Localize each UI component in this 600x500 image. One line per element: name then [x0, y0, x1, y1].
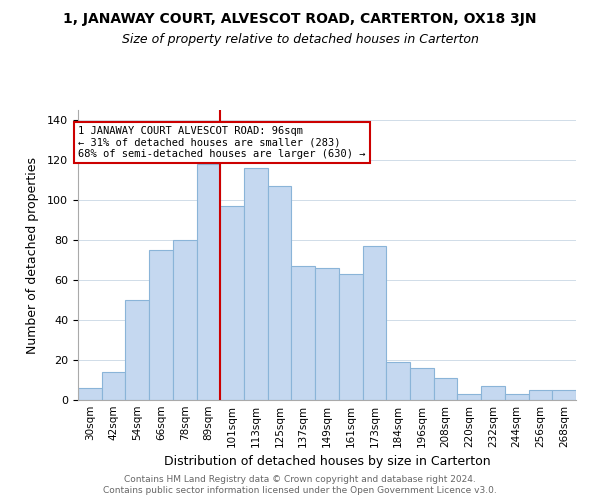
Bar	[292, 266, 315, 400]
Bar	[552, 390, 576, 400]
Bar	[529, 390, 552, 400]
Bar	[102, 372, 125, 400]
Bar	[315, 268, 339, 400]
Bar	[149, 250, 173, 400]
Text: 1, JANAWAY COURT, ALVESCOT ROAD, CARTERTON, OX18 3JN: 1, JANAWAY COURT, ALVESCOT ROAD, CARTERT…	[63, 12, 537, 26]
Bar	[362, 246, 386, 400]
Bar	[386, 362, 410, 400]
Bar	[481, 386, 505, 400]
Bar	[268, 186, 292, 400]
Bar	[434, 378, 457, 400]
X-axis label: Distribution of detached houses by size in Carterton: Distribution of detached houses by size …	[164, 456, 490, 468]
Bar	[339, 274, 362, 400]
Text: Size of property relative to detached houses in Carterton: Size of property relative to detached ho…	[122, 32, 478, 46]
Y-axis label: Number of detached properties: Number of detached properties	[26, 156, 39, 354]
Bar	[457, 394, 481, 400]
Bar	[197, 164, 220, 400]
Bar	[125, 300, 149, 400]
Text: Contains public sector information licensed under the Open Government Licence v3: Contains public sector information licen…	[103, 486, 497, 495]
Bar	[244, 168, 268, 400]
Bar	[78, 388, 102, 400]
Text: 1 JANAWAY COURT ALVESCOT ROAD: 96sqm
← 31% of detached houses are smaller (283)
: 1 JANAWAY COURT ALVESCOT ROAD: 96sqm ← 3…	[78, 126, 365, 159]
Bar	[220, 206, 244, 400]
Text: Contains HM Land Registry data © Crown copyright and database right 2024.: Contains HM Land Registry data © Crown c…	[124, 475, 476, 484]
Bar	[173, 240, 197, 400]
Bar	[410, 368, 434, 400]
Bar	[505, 394, 529, 400]
